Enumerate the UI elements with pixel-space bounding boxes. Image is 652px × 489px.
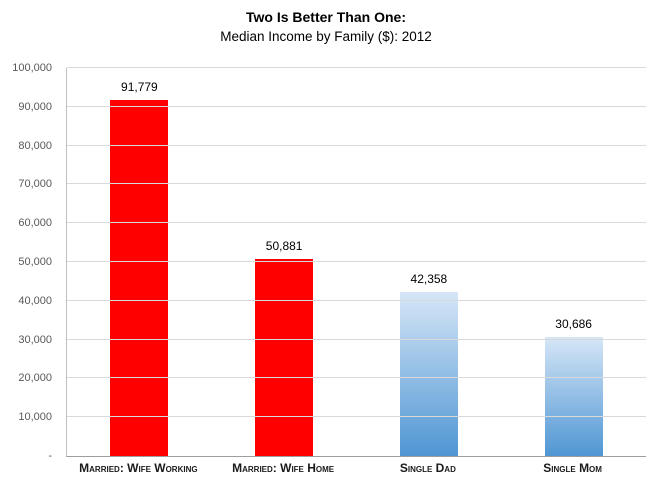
plot-area: 91,779 50,881 42,358 30,686 — [66, 67, 646, 457]
bar-slot: 30,686 — [501, 68, 646, 456]
y-axis-tick-label: 10,000 — [18, 411, 52, 424]
y-axis-tick-label: 90,000 — [18, 100, 52, 113]
y-axis-tick-label: 100,000 — [12, 62, 52, 74]
gridline — [67, 416, 646, 418]
y-axis-tick-label: - — [48, 450, 52, 462]
chart-subtitle: Median Income by Family ($): 2012 — [220, 29, 432, 45]
gridline — [67, 222, 646, 224]
gridline — [67, 105, 646, 107]
gridline — [67, 261, 646, 262]
gridline — [67, 377, 646, 379]
bar — [255, 258, 314, 456]
gridline — [67, 299, 646, 301]
x-axis-category-label: Married: Wife Home — [232, 461, 335, 475]
bar-slot: 42,358 — [357, 68, 502, 456]
x-axis-category-label: Single Mom — [543, 461, 602, 475]
x-axis-category-label: Single Dad — [399, 461, 456, 475]
bar-slot: 91,779 — [67, 68, 212, 456]
bar-value-label: 30,686 — [555, 316, 592, 331]
y-axis-tick-label: 30,000 — [18, 333, 52, 346]
bar — [544, 336, 603, 456]
bar-value-label: 42,358 — [410, 271, 448, 286]
chart-header: Two Is Better Than One: Median Income by… — [0, 8, 652, 44]
x-axis-category-label: Married: Wife Working — [79, 461, 198, 475]
y-axis: - 10,000 20,000 30,000 40,000 50,000 60,000 70,… — [0, 62, 58, 462]
gridline — [67, 338, 646, 340]
y-axis-tick-label: 40,000 — [18, 294, 52, 307]
y-axis-tick-label: 80,000 — [18, 139, 52, 152]
chart-title: Two Is Better Than One: — [246, 9, 406, 25]
gridline — [67, 183, 646, 185]
bar-value-label: 91,779 — [121, 79, 158, 94]
bar-value-label: 50,881 — [265, 238, 303, 253]
bar-slots: 91,779 50,881 42,358 30,686 — [67, 68, 646, 456]
y-axis-tick-label: 60,000 — [18, 217, 52, 230]
y-axis-tick-label: 50,000 — [18, 256, 52, 268]
y-axis-tick-label: 70,000 — [18, 178, 52, 191]
bar-slot: 50,881 — [212, 68, 357, 456]
y-axis-tick-label: 20,000 — [18, 372, 52, 385]
x-axis-labels: Married: Wife Working Married: Wife Home S… — [66, 461, 645, 475]
bar — [110, 99, 169, 456]
gridline — [67, 67, 646, 68]
gridline — [67, 144, 646, 146]
bar — [399, 291, 458, 456]
